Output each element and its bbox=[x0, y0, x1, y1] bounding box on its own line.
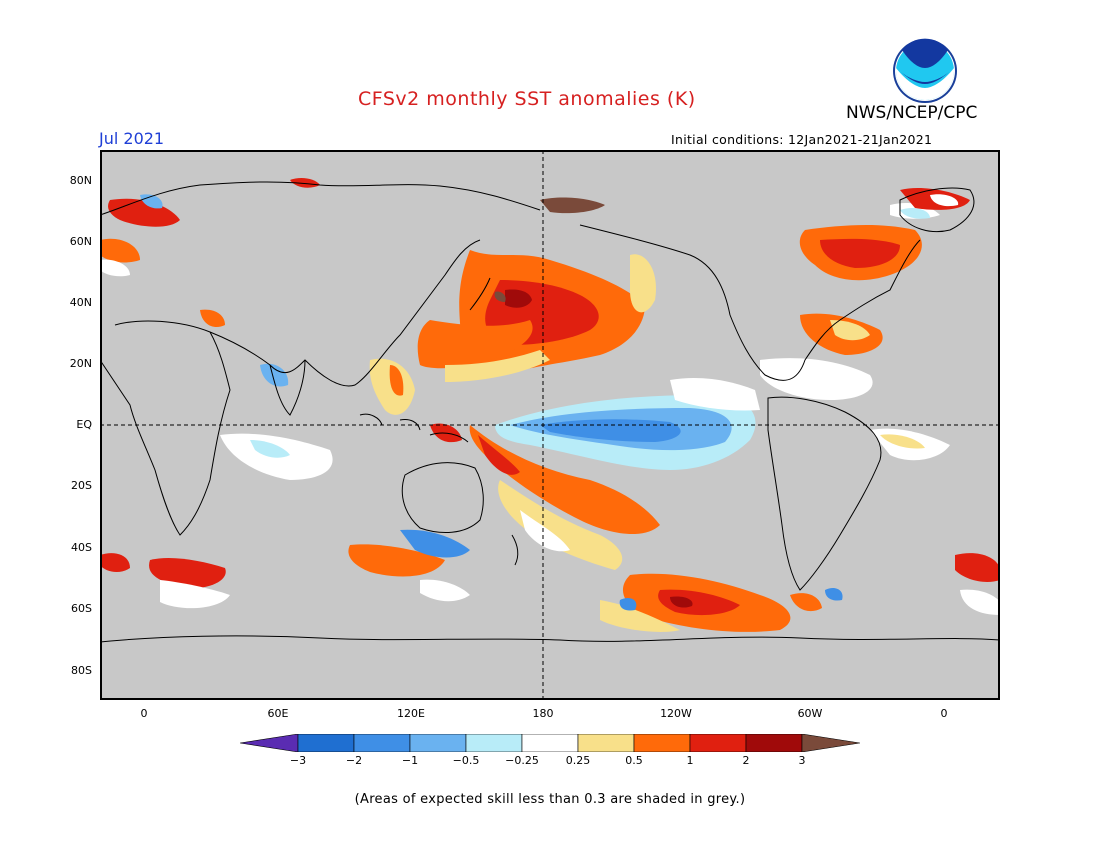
skill-footnote: (Areas of expected skill less than 0.3 a… bbox=[354, 792, 746, 807]
lat-label: 20S bbox=[71, 479, 92, 492]
colorbar-segment bbox=[409, 734, 467, 752]
colorbar-max-triangle bbox=[801, 734, 860, 752]
forecast-month-label: Jul 2021 bbox=[99, 129, 165, 148]
colorbar-segment bbox=[745, 734, 803, 752]
colorbar-segment bbox=[689, 734, 747, 752]
colorbar-segment bbox=[353, 734, 411, 752]
colorbar-tick-label: 1 bbox=[686, 754, 694, 767]
colorbar-tick-label: 2 bbox=[742, 754, 750, 767]
colorbar-tick-label: −1 bbox=[401, 754, 419, 767]
lat-label: 40N bbox=[69, 296, 92, 309]
reference-lines bbox=[100, 150, 1000, 700]
lon-label: 120W bbox=[660, 707, 692, 720]
anomaly-fields bbox=[100, 177, 1000, 632]
lat-label: 40S bbox=[71, 541, 92, 554]
colorbar-min-triangle bbox=[240, 734, 299, 752]
sst-anomaly-map bbox=[99, 150, 1001, 700]
map-frame bbox=[100, 150, 1000, 700]
lat-label: EQ bbox=[76, 418, 92, 431]
coastlines bbox=[99, 181, 1001, 643]
colorbar-tick-label: −2 bbox=[345, 754, 363, 767]
lat-label: 80S bbox=[71, 664, 92, 677]
lat-label: 20N bbox=[69, 357, 92, 370]
lon-label: 0 bbox=[140, 707, 148, 720]
colorbar-segment bbox=[521, 734, 579, 752]
lon-label: 120E bbox=[397, 707, 425, 720]
map-title: CFSv2 monthly SST anomalies (K) bbox=[358, 88, 696, 110]
lon-label: 0 bbox=[940, 707, 948, 720]
colorbar-tick-label: −0.25 bbox=[505, 754, 539, 767]
colorbar-segment bbox=[297, 734, 355, 752]
colorbar-tick-label: 0.25 bbox=[565, 754, 591, 767]
agency-label: NWS/NCEP/CPC bbox=[846, 103, 978, 123]
lat-label: 80N bbox=[69, 174, 92, 187]
lon-label: 60E bbox=[267, 707, 289, 720]
colorbar-segment bbox=[633, 734, 691, 752]
lon-label: 60W bbox=[797, 707, 823, 720]
colorbar-tick-label: −0.5 bbox=[452, 754, 480, 767]
colorbar-tick-label: 0.5 bbox=[625, 754, 643, 767]
colorbar-segment bbox=[577, 734, 635, 752]
lat-label: 60N bbox=[69, 235, 92, 248]
colorbar-tick-label: −3 bbox=[289, 754, 307, 767]
colorbar bbox=[240, 734, 860, 752]
colorbar-tick-label: 3 bbox=[798, 754, 806, 767]
lon-label: 180 bbox=[532, 707, 554, 720]
lat-label: 60S bbox=[71, 602, 92, 615]
initial-conditions-label: Initial conditions: 12Jan2021-21Jan2021 bbox=[671, 132, 933, 147]
colorbar-segment bbox=[465, 734, 523, 752]
noaa-logo-icon bbox=[893, 38, 957, 103]
